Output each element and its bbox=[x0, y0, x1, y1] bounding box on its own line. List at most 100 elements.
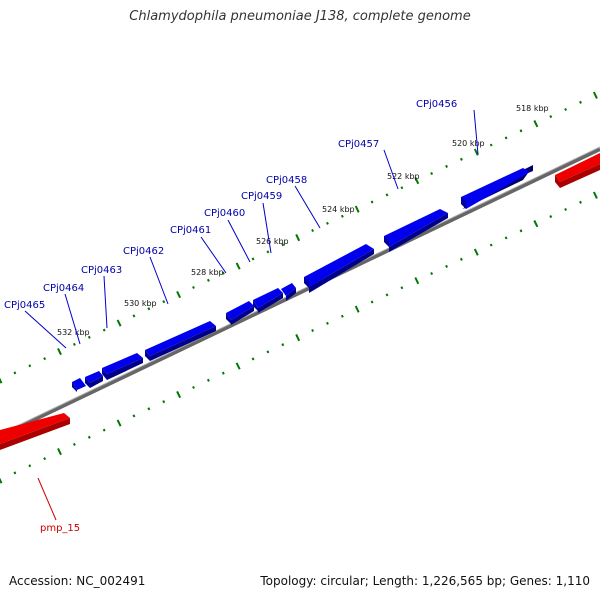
minor-tick bbox=[504, 136, 508, 140]
gene-label-CPj0459[interactable]: CPj0459 bbox=[241, 191, 282, 202]
major-tick bbox=[235, 262, 241, 270]
reverse-genes bbox=[0, 153, 600, 450]
tick-label-518: 518 kbp bbox=[516, 104, 549, 113]
minor-tick bbox=[162, 300, 166, 304]
major-tick bbox=[533, 120, 539, 128]
forward-genes bbox=[72, 165, 533, 392]
scale-ticks-lower bbox=[0, 191, 598, 484]
minor-tick bbox=[400, 286, 404, 290]
tick-label-528: 528 kbp bbox=[191, 268, 224, 277]
minor-tick bbox=[206, 278, 210, 282]
gene-CPj0463[interactable] bbox=[102, 353, 143, 380]
minor-tick bbox=[340, 314, 344, 318]
gene-label-CPj0465[interactable]: CPj0465 bbox=[4, 300, 45, 311]
gene-CPj0461[interactable] bbox=[226, 301, 254, 325]
minor-tick bbox=[370, 300, 374, 304]
gene-label-CPj0462[interactable]: CPj0462 bbox=[123, 246, 164, 257]
minor-tick bbox=[340, 214, 344, 218]
minor-tick bbox=[102, 328, 106, 332]
minor-tick bbox=[192, 285, 195, 289]
pmp-15-leader-line bbox=[37, 477, 57, 521]
minor-tick bbox=[579, 200, 582, 204]
minor-tick bbox=[311, 228, 315, 233]
genome-summary-text: Topology: circular; Length: 1,226,565 bp… bbox=[260, 574, 590, 588]
gene-label-CPj0457[interactable]: CPj0457 bbox=[338, 139, 379, 150]
tick-label-530: 530 kbp bbox=[124, 299, 157, 308]
major-tick bbox=[533, 220, 539, 228]
minor-tick bbox=[281, 243, 285, 247]
accession-text: Accession: NC_002491 bbox=[9, 574, 146, 588]
minor-tick bbox=[206, 378, 210, 382]
gene-pmp-15-left[interactable] bbox=[0, 413, 70, 450]
gene-CPj0465[interactable] bbox=[72, 378, 86, 392]
genome-backbone bbox=[0, 147, 600, 438]
gene-CPj0464[interactable] bbox=[85, 371, 103, 388]
minor-tick bbox=[519, 229, 523, 233]
minor-tick bbox=[400, 186, 404, 190]
minor-tick bbox=[72, 442, 76, 446]
minor-tick bbox=[430, 271, 434, 276]
minor-tick bbox=[87, 435, 91, 439]
major-tick bbox=[473, 148, 479, 156]
genome-backbone-highlight bbox=[0, 146, 600, 435]
tick-label-526: 526 kbp bbox=[256, 237, 289, 246]
minor-tick bbox=[132, 414, 136, 418]
gene-label-CPj0463[interactable]: CPj0463 bbox=[81, 265, 122, 276]
major-tick bbox=[414, 277, 420, 285]
gene-CPj0456[interactable] bbox=[461, 165, 533, 209]
minor-tick bbox=[266, 250, 270, 254]
gene-right-red[interactable] bbox=[555, 153, 600, 188]
major-tick bbox=[0, 477, 3, 484]
minor-tick bbox=[564, 107, 568, 111]
tick-label-532: 532 kbp bbox=[57, 328, 90, 337]
minor-tick bbox=[266, 350, 270, 354]
minor-tick bbox=[504, 236, 508, 240]
gene-CPj0462[interactable] bbox=[145, 321, 216, 361]
gene-CPj0457[interactable] bbox=[384, 209, 448, 252]
tick-label-524: 524 kbp bbox=[322, 205, 355, 214]
minor-tick bbox=[13, 471, 17, 475]
minor-tick bbox=[132, 314, 136, 318]
gene-CPj0459[interactable] bbox=[281, 283, 296, 301]
major-tick bbox=[0, 377, 3, 384]
minor-tick bbox=[519, 129, 523, 133]
major-tick bbox=[235, 362, 241, 370]
minor-tick bbox=[564, 207, 568, 211]
major-tick bbox=[57, 347, 62, 356]
major-tick bbox=[414, 177, 420, 185]
scale-ticks-upper bbox=[0, 91, 598, 384]
tick-label-522: 522 kbp bbox=[387, 172, 420, 181]
minor-tick bbox=[549, 115, 553, 119]
minor-tick bbox=[430, 171, 434, 176]
minor-tick bbox=[147, 407, 151, 411]
gene-label-CPj0464[interactable]: CPj0464 bbox=[43, 283, 84, 294]
minor-tick bbox=[370, 200, 374, 204]
minor-tick bbox=[459, 157, 463, 161]
minor-tick bbox=[192, 385, 195, 389]
gene-CPj0458[interactable] bbox=[304, 244, 374, 293]
minor-tick bbox=[489, 243, 493, 247]
minor-tick bbox=[385, 193, 389, 197]
major-tick bbox=[592, 191, 598, 199]
gene-label-CPj0460[interactable]: CPj0460 bbox=[204, 208, 245, 219]
gene-CPj0460[interactable] bbox=[253, 288, 283, 313]
major-tick bbox=[354, 205, 360, 213]
minor-tick bbox=[579, 100, 582, 104]
major-tick bbox=[116, 419, 122, 427]
major-tick bbox=[354, 305, 360, 313]
gene-label-pmp-15[interactable]: pmp_15 bbox=[40, 523, 80, 534]
minor-tick bbox=[102, 428, 106, 432]
gene-label-CPj0458[interactable]: CPj0458 bbox=[266, 175, 307, 186]
minor-tick bbox=[221, 371, 225, 375]
minor-tick bbox=[72, 342, 76, 346]
minor-tick bbox=[221, 271, 225, 275]
gene-label-CPj0461[interactable]: CPj0461 bbox=[170, 225, 211, 236]
gene-label-CPj0456[interactable]: CPj0456 bbox=[416, 99, 457, 110]
minor-tick bbox=[385, 293, 389, 297]
gene-leader-lines bbox=[24, 109, 479, 349]
minor-tick bbox=[28, 464, 32, 468]
minor-tick bbox=[28, 364, 32, 368]
major-tick bbox=[176, 290, 182, 299]
minor-tick bbox=[162, 400, 166, 404]
